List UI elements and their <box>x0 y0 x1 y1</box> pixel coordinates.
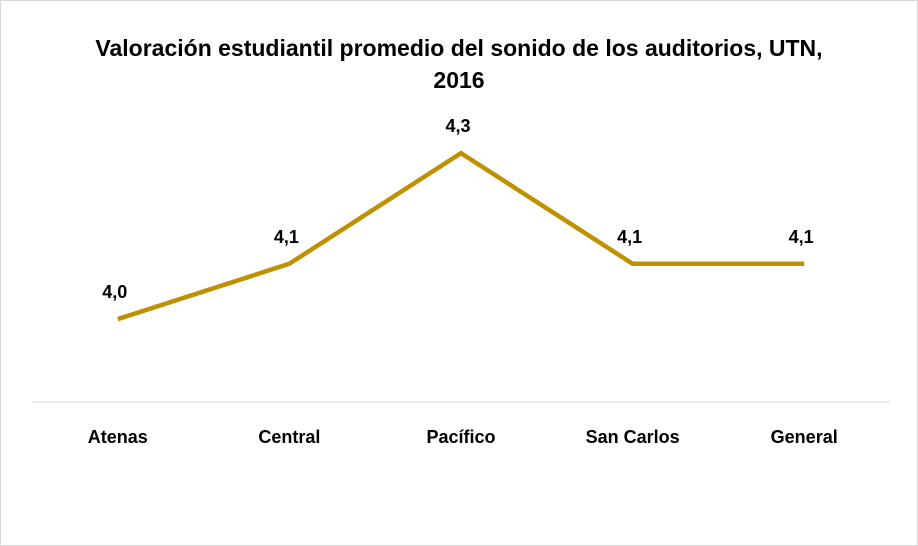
x-tick-label: Atenas <box>88 427 148 447</box>
data-label: 4,0 <box>102 282 127 302</box>
data-line <box>117 150 805 322</box>
data-label: 4,1 <box>617 227 642 247</box>
data-label: 4,3 <box>445 116 470 136</box>
x-tick-label: General <box>771 427 838 447</box>
x-tick-label: Pacífico <box>426 427 495 447</box>
chart-title: Valoración estudiantil promedio del soni… <box>95 35 823 93</box>
data-label: 4,1 <box>789 227 814 247</box>
x-tick-label: Central <box>258 427 320 447</box>
x-tick-label: San Carlos <box>586 427 680 447</box>
data-label: 4,1 <box>274 227 299 247</box>
